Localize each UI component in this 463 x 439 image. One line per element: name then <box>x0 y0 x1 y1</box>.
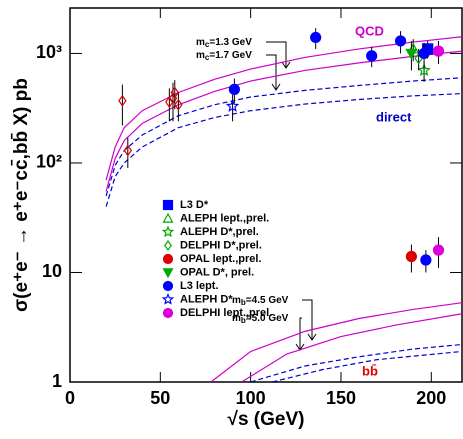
mc-annotation: mc=1.3 GeV mc=1.7 GeV <box>196 37 291 91</box>
legend-label: ALEPH lept.,prel. <box>180 212 269 224</box>
x-tick-label: 150 <box>326 388 356 408</box>
curve <box>241 313 462 382</box>
legend-label: L3 D* <box>180 199 209 211</box>
arrow-head <box>281 61 291 69</box>
y-tick-label: 10² <box>36 152 62 172</box>
legend-label: ALEPH D*,prel. <box>180 226 259 238</box>
y-tick-label: 10³ <box>36 42 62 62</box>
legend-label: OPAL lept.,prel. <box>180 253 262 265</box>
legend-label: ALEPH D* <box>180 293 233 305</box>
curve <box>105 77 462 197</box>
y-tick-label: 10 <box>42 261 62 281</box>
mc1-text: mc=1.3 GeV <box>196 37 252 49</box>
marker <box>418 47 430 60</box>
mc2-text: mc=1.7 GeV <box>196 50 252 62</box>
bb-label: bb̄ <box>362 363 378 378</box>
legend-marker <box>162 307 174 319</box>
curve <box>105 50 462 192</box>
legend-label: DELPHI lept.,prel. <box>180 307 272 319</box>
marker <box>174 98 183 111</box>
direct-label: direct <box>376 109 412 124</box>
marker <box>366 50 378 62</box>
mb2-text: mb=5.0 GeV <box>232 313 289 325</box>
marker <box>225 99 240 112</box>
marker <box>417 63 431 77</box>
arrow <box>302 299 313 340</box>
qcd-label: QCD <box>355 23 384 38</box>
marker <box>394 35 407 47</box>
x-tick-label: 100 <box>236 388 266 408</box>
arrow <box>266 41 287 68</box>
marker <box>420 254 432 266</box>
x-axis-label: √s (GeV) <box>228 409 305 430</box>
curve <box>250 343 462 382</box>
legend-marker <box>161 225 175 238</box>
mb1-text: mb=4.5 GeV <box>232 295 289 307</box>
curve <box>210 302 462 382</box>
mb-annotation: mb=4.5 GeV mb=5.0 GeV <box>232 295 317 351</box>
marker <box>432 244 445 256</box>
legend-marker <box>164 239 172 252</box>
legend-marker <box>162 199 174 211</box>
legend-label: OPAL D*, prel. <box>180 266 254 278</box>
arrow <box>266 54 277 90</box>
marker <box>310 31 322 44</box>
marker <box>405 250 418 263</box>
curve <box>272 350 462 382</box>
marker <box>170 86 180 99</box>
arrow-head <box>271 83 281 91</box>
legend-marker <box>161 292 175 305</box>
legend-label: L3 lept. <box>180 280 219 292</box>
marker <box>432 45 445 57</box>
x-tick-label: 50 <box>150 388 170 408</box>
legend-marker <box>162 253 174 265</box>
y-axis-label: σ(e⁺e⁻ → e⁺e⁻cc̄,bb̄ X) pb <box>11 78 32 312</box>
legend-label: DELPHI D*,prel. <box>180 239 262 251</box>
legend-marker <box>162 280 174 292</box>
arrow <box>299 317 302 350</box>
plot-frame <box>69 7 463 383</box>
marker <box>228 83 240 95</box>
legend-marker <box>162 212 174 223</box>
y-tick-label: 1 <box>52 371 62 391</box>
x-tick-label: 0 <box>65 388 75 408</box>
marker <box>123 144 133 157</box>
curve <box>105 92 462 207</box>
arrow-head <box>307 333 317 341</box>
x-tick-label: 200 <box>416 388 446 408</box>
marker <box>118 94 127 107</box>
curve <box>105 36 462 181</box>
marker <box>405 48 418 60</box>
legend-marker <box>162 268 174 279</box>
